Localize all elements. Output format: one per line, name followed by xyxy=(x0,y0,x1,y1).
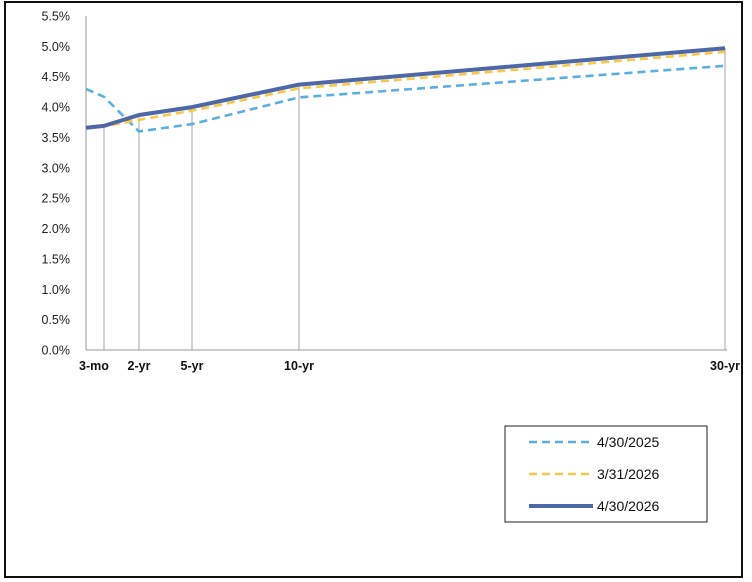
y-tick-label: 5.0% xyxy=(42,40,71,54)
legend-label: 4/30/2025 xyxy=(597,434,659,450)
y-tick-label: 4.5% xyxy=(42,70,71,84)
x-tick-label: 2-yr xyxy=(128,359,151,373)
y-tick-label: 2.5% xyxy=(42,192,71,206)
y-tick-label: 0.0% xyxy=(42,344,71,358)
grid-layer xyxy=(85,16,726,350)
series-line-3 xyxy=(85,46,726,130)
y-tick-label: 5.5% xyxy=(42,10,71,24)
y-tick-label: 4.0% xyxy=(42,101,71,115)
legend-label: 4/30/2026 xyxy=(597,498,659,514)
y-tick-label: 3.5% xyxy=(42,131,71,145)
x-tick-label: 5-yr xyxy=(181,359,204,373)
y-tick-label: 1.5% xyxy=(42,252,71,266)
y-tick-label: 2.0% xyxy=(42,222,71,236)
x-tick-label: 30-yr xyxy=(710,359,740,373)
y-tick-label: 0.5% xyxy=(42,313,71,327)
axis-layer: 0.0% 0.5% 1.0% 1.5% 2.0% 2.5% 3.0% 3.5% 4.0% 4.5%… xyxy=(42,10,741,374)
x-tick-label: 10-yr xyxy=(284,359,314,373)
series-layer xyxy=(85,46,726,133)
legend: 4/30/2025 3/31/2026 4/30/2026 xyxy=(504,425,708,523)
x-tick-label: 3-mo xyxy=(79,359,109,373)
y-tick-label: 1.0% xyxy=(42,283,71,297)
y-tick-label: 3.0% xyxy=(42,161,71,175)
series-line-1 xyxy=(85,64,726,133)
legend-label: 3/31/2026 xyxy=(597,466,659,482)
